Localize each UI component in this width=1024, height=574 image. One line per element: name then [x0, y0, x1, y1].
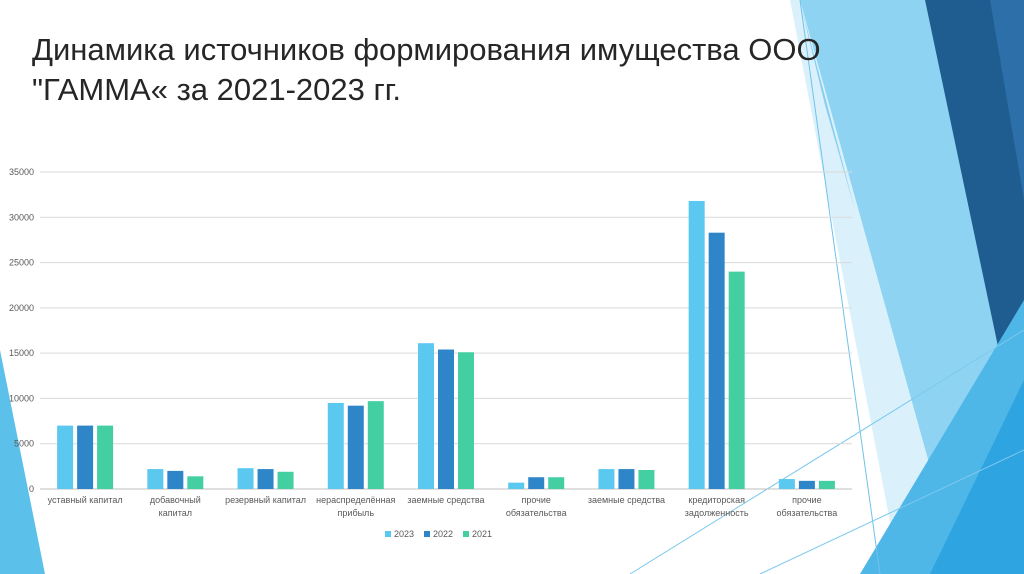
bar-2022 [167, 470, 184, 489]
bar-2022 [77, 425, 94, 489]
bar-2022 [618, 469, 635, 489]
x-category-label: прочие [792, 495, 821, 505]
x-category-label: обязательства [777, 508, 838, 518]
bar-2021 [277, 471, 294, 489]
x-category-label: добавочный [150, 495, 201, 505]
legend-swatch-2021 [463, 531, 469, 537]
bar-2021 [818, 480, 835, 489]
x-category-label: прочие [522, 495, 551, 505]
bar-2022 [347, 405, 364, 489]
x-category-label: нераспределённая [316, 495, 395, 505]
bar-2023 [688, 200, 705, 490]
bar-2023 [237, 468, 254, 489]
slide-title: Динамика источников формирования имущест… [32, 30, 912, 110]
decor-line-3 [759, 449, 1024, 574]
y-tick-label: 30000 [9, 212, 34, 222]
bar-2021 [367, 401, 384, 489]
x-category-label: капитал [159, 508, 192, 518]
slide-title-line-1: Динамика источников формирования имущест… [32, 32, 821, 67]
x-category-label: резервный капитал [225, 495, 306, 505]
decor-arrow [800, 2, 855, 210]
bar-2022 [257, 469, 274, 489]
bar-2021 [458, 352, 474, 489]
bar-2021 [97, 425, 114, 489]
x-category-label: задолженность [685, 508, 749, 518]
x-category-label: заемные средства [407, 495, 484, 505]
legend-label-2021: 2021 [472, 529, 492, 539]
y-tick-label: 0 [29, 484, 34, 494]
decor-line-1 [799, 0, 881, 574]
bar-2021 [548, 477, 565, 489]
bar-2022 [528, 477, 545, 489]
legend-swatch-2022 [424, 531, 430, 537]
x-category-label: уставный капитал [48, 495, 123, 505]
slide-title-line-2: "ГАММА« за 2021-2023 гг. [32, 72, 401, 107]
bar-2023 [598, 469, 615, 489]
bar-2022 [438, 349, 454, 489]
bar-2023 [508, 482, 525, 489]
bar-2021 [187, 476, 204, 489]
y-tick-label: 10000 [9, 393, 34, 403]
decor-left-triangle [0, 350, 45, 574]
bar-2023 [57, 425, 74, 489]
bar-2023 [147, 469, 164, 489]
y-tick-label: 5000 [14, 439, 34, 449]
legend-label-2022: 2022 [433, 529, 453, 539]
decor-bright-panel [930, 380, 1024, 574]
bar-2021 [638, 469, 655, 489]
bar-2023 [778, 479, 795, 489]
y-tick-label: 15000 [9, 348, 34, 358]
x-category-label: кредиторская [688, 495, 745, 505]
legend-label-2023: 2023 [394, 529, 414, 539]
bar-2022 [798, 480, 815, 489]
decor-line-2 [629, 329, 1024, 574]
bar-2022 [708, 232, 725, 489]
y-tick-label: 35000 [9, 167, 34, 177]
x-category-label: прибыль [338, 508, 375, 518]
bar-2023 [327, 402, 344, 489]
x-category-label: обязательства [506, 508, 567, 518]
bar-2021 [728, 271, 745, 489]
legend-swatch-2023 [385, 531, 391, 537]
decor-dark-panel [990, 0, 1024, 200]
bar-2023 [418, 343, 434, 489]
y-tick-label: 20000 [9, 303, 34, 313]
y-tick-label: 25000 [9, 258, 34, 268]
x-category-label: заемные средства [588, 495, 665, 505]
